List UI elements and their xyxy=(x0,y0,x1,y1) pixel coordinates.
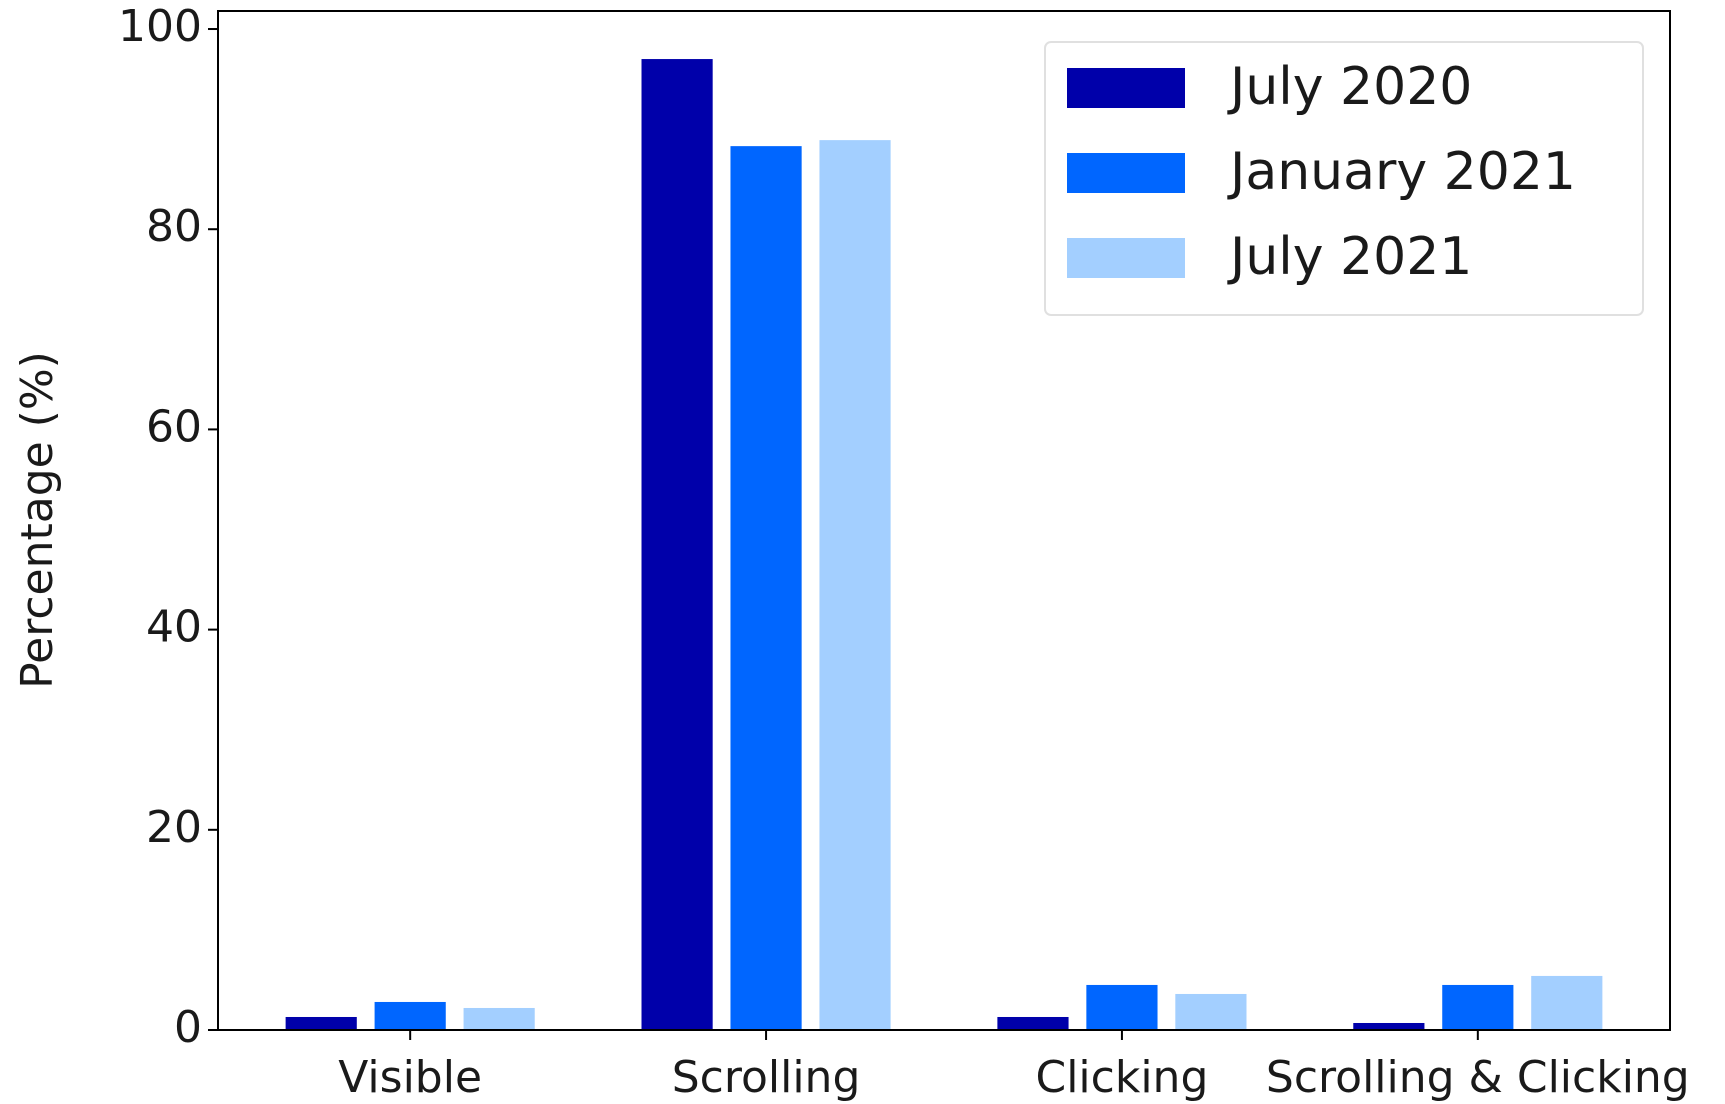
bar xyxy=(641,59,713,1031)
y-tick-label: 80 xyxy=(146,201,202,252)
bar xyxy=(1531,975,1603,1030)
x-tick-label: Scrolling & Clicking xyxy=(1266,1052,1690,1103)
y-tick-label: 100 xyxy=(118,1,202,52)
bar xyxy=(730,146,802,1030)
y-tick-label: 60 xyxy=(146,401,202,452)
bar xyxy=(1353,1022,1425,1030)
legend-box xyxy=(1044,41,1644,316)
plot-frame xyxy=(217,10,1671,1031)
legend-label: July 2020 xyxy=(1227,57,1472,117)
y-axis-label: Percentage (%) xyxy=(12,351,63,689)
x-tick-label: Visible xyxy=(338,1052,482,1103)
legend-label: July 2021 xyxy=(1227,227,1472,287)
legend-swatch xyxy=(1067,238,1185,278)
y-tick-label: 20 xyxy=(146,802,202,853)
bar xyxy=(285,1016,357,1030)
legend-swatch xyxy=(1067,68,1185,108)
x-tick-label: Scrolling xyxy=(672,1052,861,1103)
bar xyxy=(1442,984,1514,1030)
bar xyxy=(374,1001,446,1030)
legend-swatch xyxy=(1067,153,1185,193)
bar xyxy=(463,1007,535,1030)
y-tick-label: 0 xyxy=(174,1002,202,1053)
y-tick-label: 40 xyxy=(146,602,202,653)
bar xyxy=(1175,993,1247,1030)
bar xyxy=(1086,984,1158,1030)
legend-label: January 2021 xyxy=(1227,142,1576,202)
x-tick-label: Clicking xyxy=(1035,1052,1208,1103)
bar xyxy=(819,140,891,1031)
bar xyxy=(997,1016,1069,1030)
